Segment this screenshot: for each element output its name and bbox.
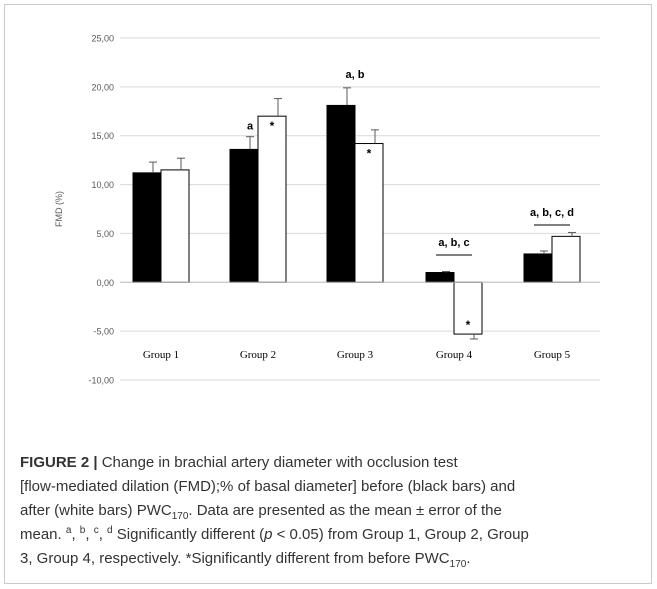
caption-line4c: < 0.05) from Group 1, Group 2, Group <box>276 526 529 543</box>
figure-caption: FIGURE 2 | Change in brachial artery dia… <box>20 454 529 570</box>
caption-sup-c: c <box>93 525 99 536</box>
bar-before <box>229 148 259 283</box>
caption-line5a: 3, Group 4, respectively. *Significantly… <box>20 550 450 567</box>
caption-line3a: after (white bars) PWC <box>20 502 172 519</box>
y-tick-label: 15,00 <box>91 131 114 141</box>
y-tick-label: -10,00 <box>88 376 114 386</box>
significance-letters: a, b <box>346 69 365 81</box>
caption-sup-a: a <box>65 525 72 536</box>
significance-letters: a, b, c <box>438 237 469 249</box>
category-label: Group 1 <box>143 349 179 361</box>
bar-after <box>551 235 581 283</box>
bar-before <box>132 172 162 283</box>
y-tick-label: 10,00 <box>91 180 114 190</box>
bar-before <box>425 272 455 283</box>
bar-after <box>354 143 384 283</box>
caption-line5-sub: 170 <box>449 559 467 570</box>
caption-line4b: Significantly different ( <box>116 526 265 543</box>
caption-sup-d: d <box>107 525 113 536</box>
category-label: Group 5 <box>534 349 571 361</box>
significance-asterisk: * <box>466 318 471 332</box>
category-label: Group 4 <box>436 349 473 361</box>
caption-p-symbol: p <box>264 526 273 543</box>
category-label: Group 2 <box>240 349 276 361</box>
bar-after <box>160 169 190 283</box>
y-tick-label: 0,00 <box>96 278 114 288</box>
y-tick-label: -5,00 <box>93 327 114 337</box>
caption-line4: mean. <box>20 526 62 543</box>
y-tick-label: 5,00 <box>96 229 114 239</box>
bar-chart: 25,00 20,00 15,00 10,00 5,00 0,00 -5,00 -10,00 F… <box>54 34 600 386</box>
caption-line5b: . <box>466 550 471 567</box>
caption-sup-b: b <box>79 525 86 536</box>
caption-line3b: . Data are presented as the mean ± error… <box>188 502 502 519</box>
y-tick-label: 25,00 <box>91 34 114 44</box>
significance-asterisk: * <box>367 147 372 161</box>
caption-label: FIGURE 2 | <box>20 454 98 471</box>
category-label: Group 3 <box>337 349 374 361</box>
caption-line3-sub: 170 <box>171 511 189 522</box>
bar-before <box>326 104 356 283</box>
bar-after <box>257 115 287 283</box>
caption-line1: Change in brachial artery diameter with … <box>101 454 458 471</box>
significance-letter: a <box>247 121 254 133</box>
figure-frame <box>4 4 652 584</box>
y-axis-label: FMD (%) <box>54 191 64 227</box>
caption-line2: [flow-mediated dilation (FMD);% of basal… <box>20 478 516 495</box>
significance-asterisk: * <box>270 119 275 133</box>
y-tick-label: 20,00 <box>91 82 114 92</box>
significance-letters: a, b, c, d <box>530 207 574 219</box>
bar-before <box>523 253 553 283</box>
